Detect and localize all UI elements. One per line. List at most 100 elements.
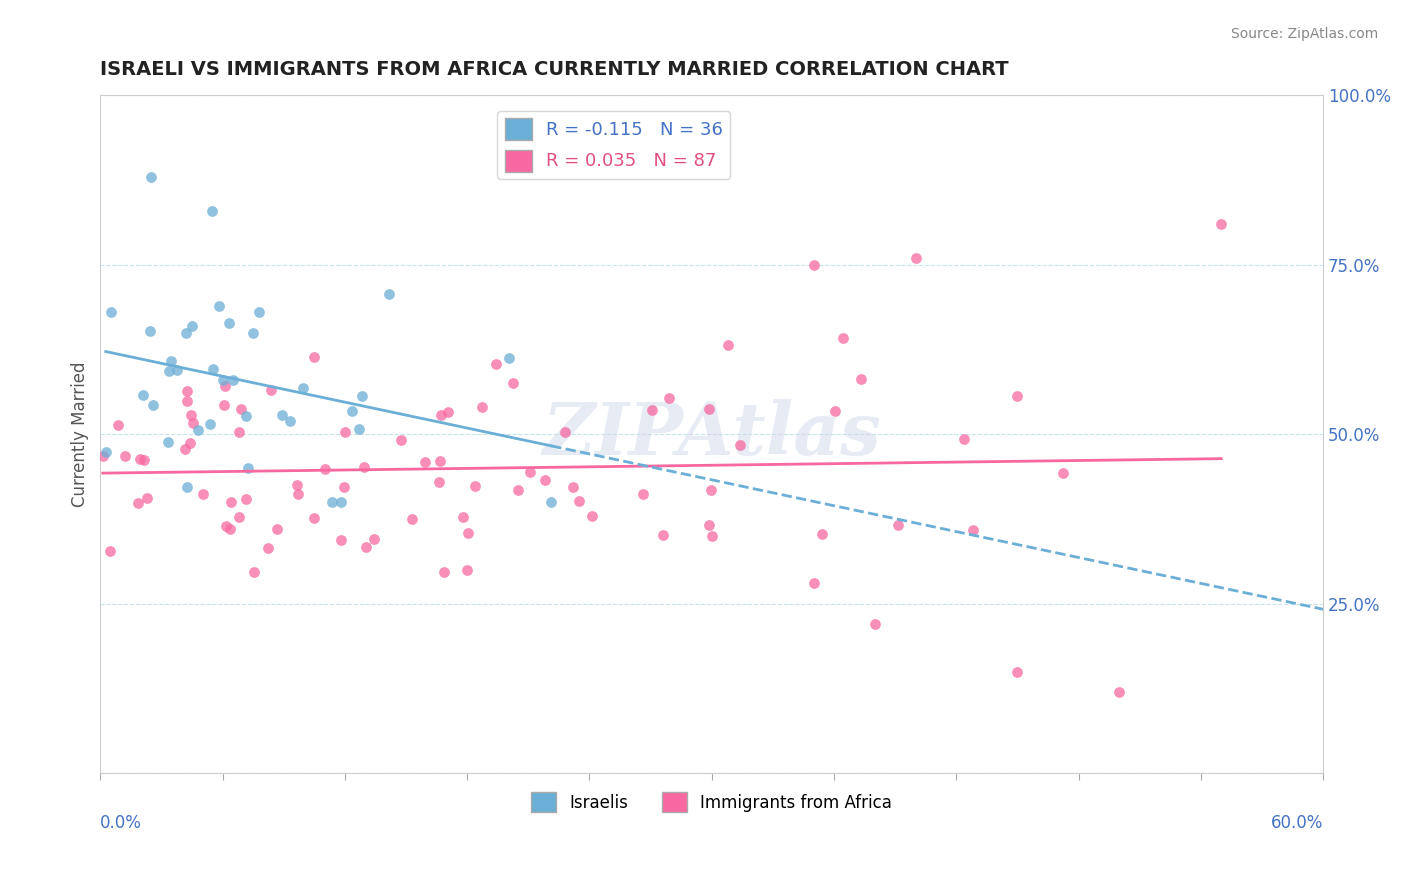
Point	[287, 486, 309, 500]
Legend: Israelis, Immigrants from Africa: Israelis, Immigrants from Africa	[524, 786, 898, 819]
Point	[292, 381, 315, 395]
Point	[173, 442, 195, 457]
Point	[457, 525, 479, 540]
Point	[176, 480, 198, 494]
Point	[377, 286, 399, 301]
Point	[235, 409, 257, 424]
Point	[389, 433, 412, 447]
Point	[567, 494, 589, 508]
Point	[132, 388, 155, 402]
Point	[554, 425, 576, 439]
Point	[174, 326, 197, 340]
Point	[201, 203, 224, 218]
Point	[114, 450, 136, 464]
Point	[1007, 665, 1029, 679]
Point	[191, 487, 214, 501]
Point	[329, 533, 352, 547]
Point	[502, 376, 524, 391]
Text: ISRAELI VS IMMIGRANTS FROM AFRICA CURRENTLY MARRIED CORRELATION CHART: ISRAELI VS IMMIGRANTS FROM AFRICA CURREN…	[100, 60, 1010, 78]
Point	[641, 402, 664, 417]
Point	[429, 454, 451, 468]
Point	[831, 331, 853, 345]
Point	[321, 495, 343, 509]
Point	[803, 258, 825, 272]
Point	[730, 438, 752, 452]
Point	[219, 495, 242, 509]
Point	[811, 526, 834, 541]
Point	[700, 529, 723, 543]
Point	[260, 384, 283, 398]
Point	[824, 404, 846, 418]
Point	[451, 509, 474, 524]
Point	[235, 491, 257, 506]
Point	[697, 517, 720, 532]
Point	[256, 541, 278, 555]
Point	[413, 455, 436, 469]
Point	[219, 522, 242, 536]
Point	[142, 398, 165, 412]
Point	[716, 338, 738, 352]
Point	[1108, 685, 1130, 699]
Point	[333, 425, 356, 439]
Point	[540, 495, 562, 509]
Point	[212, 398, 235, 412]
Point	[242, 326, 264, 340]
Point	[633, 487, 655, 501]
Point	[236, 461, 259, 475]
Point	[330, 495, 353, 509]
Point	[430, 408, 453, 422]
Point	[214, 378, 236, 392]
Point	[863, 617, 886, 632]
Point	[200, 417, 222, 432]
Point	[433, 566, 456, 580]
Point	[157, 364, 180, 378]
Point	[962, 524, 984, 538]
Point	[139, 324, 162, 338]
Point	[100, 304, 122, 318]
Point	[347, 422, 370, 436]
Point	[221, 373, 243, 387]
Point	[94, 445, 117, 459]
Point	[485, 357, 508, 371]
Point	[159, 353, 181, 368]
Point	[100, 544, 122, 558]
Point	[658, 391, 681, 405]
Point	[107, 418, 129, 433]
Point	[952, 432, 974, 446]
Point	[887, 517, 910, 532]
Point	[471, 400, 494, 414]
Point	[179, 436, 201, 450]
Point	[229, 401, 252, 416]
Point	[534, 474, 557, 488]
Point	[166, 362, 188, 376]
Point	[342, 403, 364, 417]
Point	[285, 478, 308, 492]
Point	[353, 460, 375, 475]
Point	[228, 509, 250, 524]
Point	[134, 453, 156, 467]
Point	[1211, 217, 1233, 231]
Point	[304, 350, 326, 364]
Point	[135, 491, 157, 506]
Point	[278, 414, 301, 428]
Point	[304, 511, 326, 525]
Text: Source: ZipAtlas.com: Source: ZipAtlas.com	[1230, 27, 1378, 41]
Point	[91, 449, 114, 463]
Text: 60.0%: 60.0%	[1271, 814, 1323, 832]
Point	[904, 251, 927, 265]
Point	[562, 479, 585, 493]
Point	[350, 389, 373, 403]
Point	[212, 373, 235, 387]
Point	[700, 483, 723, 498]
Point	[180, 408, 202, 422]
Point	[201, 362, 224, 376]
Point	[456, 563, 478, 577]
Point	[333, 479, 356, 493]
Point	[128, 452, 150, 467]
Point	[1052, 466, 1074, 480]
Point	[508, 483, 530, 497]
Point	[354, 540, 377, 554]
Point	[127, 496, 149, 510]
Text: 0.0%: 0.0%	[100, 814, 142, 832]
Point	[437, 405, 460, 419]
